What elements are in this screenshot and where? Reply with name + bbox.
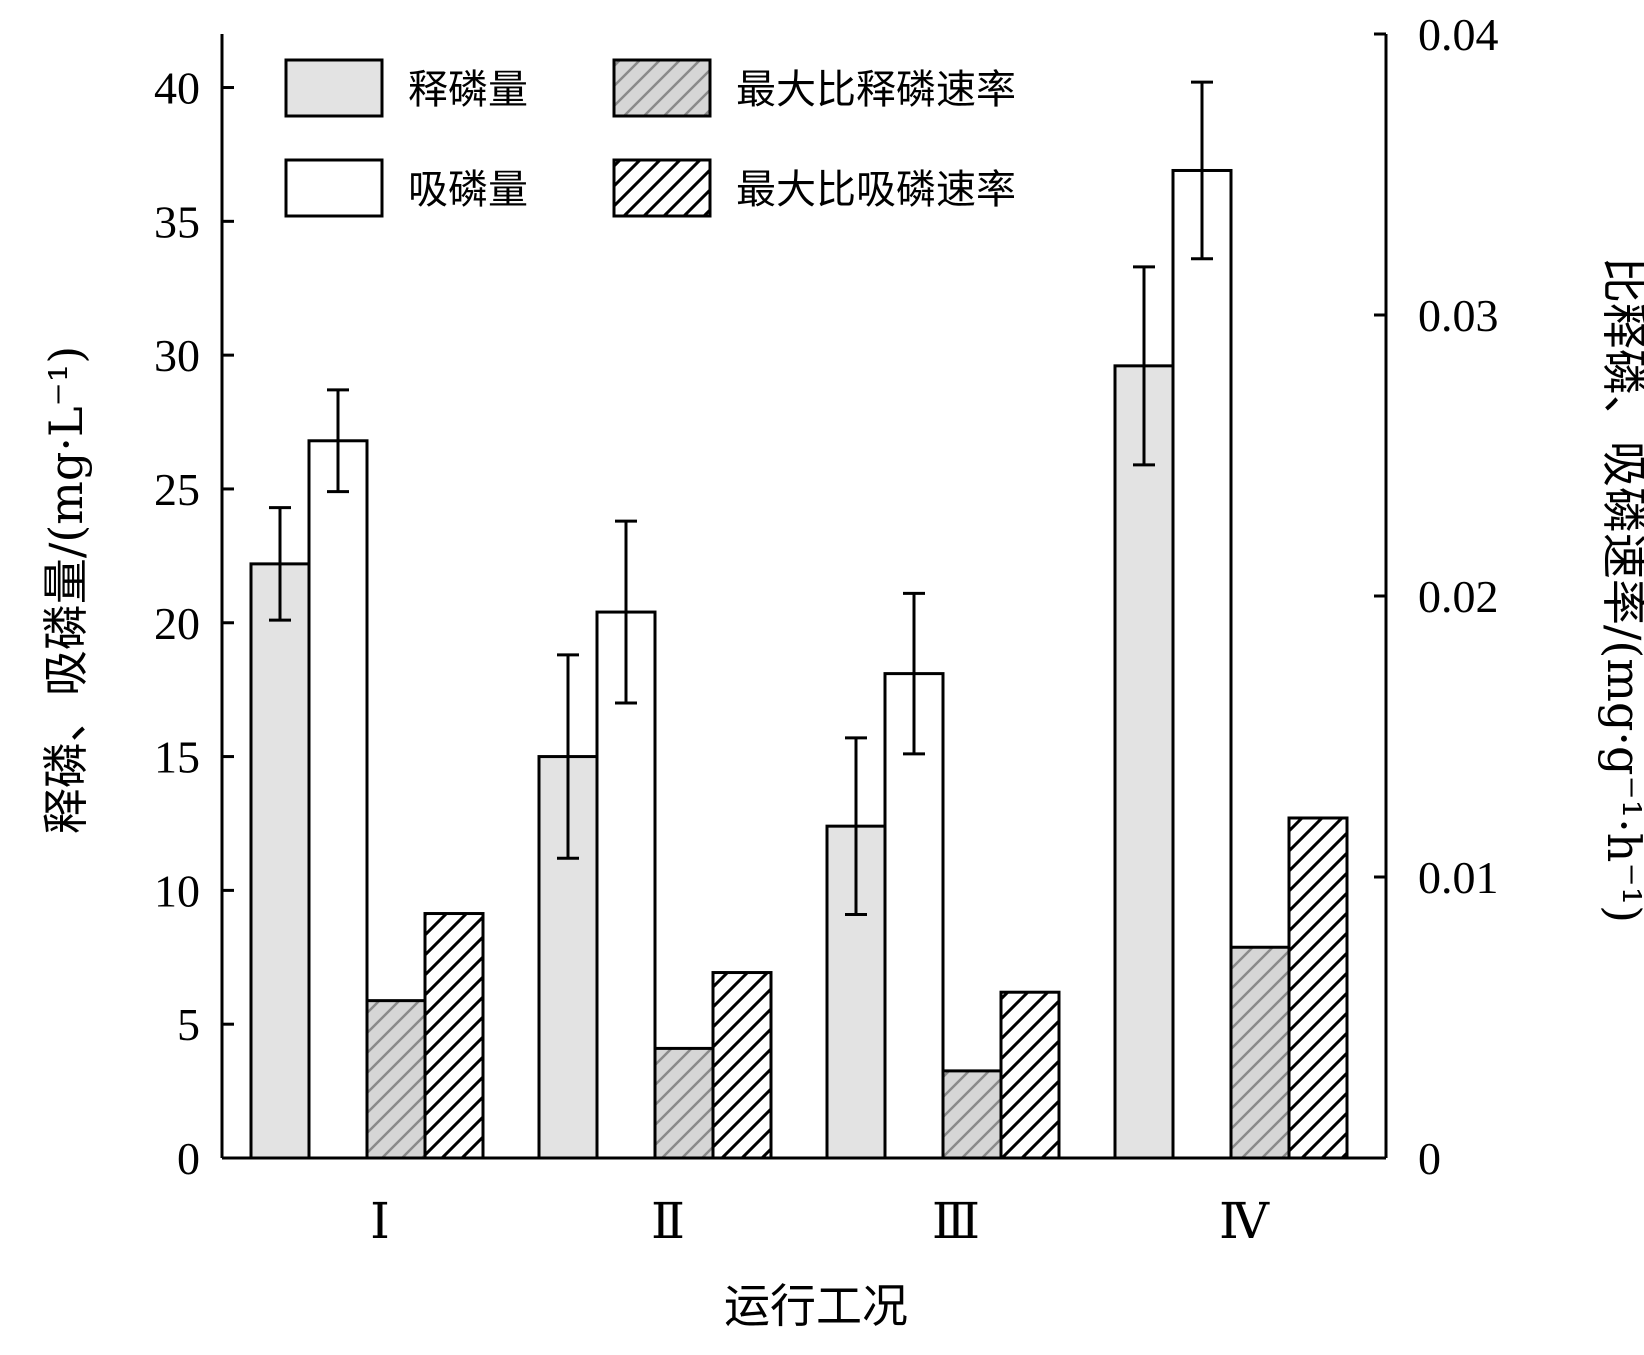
legend-label-2: 吸磷量 (408, 167, 528, 213)
bar-4-2 (711, 971, 773, 1160)
left-tick-label: 15 (154, 732, 200, 783)
legend-swatch-2 (284, 158, 384, 218)
left-tick-label: 5 (177, 999, 200, 1050)
x-tick-label: Ⅰ (370, 1193, 390, 1249)
right-tick-label: 0.04 (1418, 9, 1499, 60)
bar-4-1 (423, 912, 485, 1160)
bar-3-1 (365, 999, 427, 1160)
legend-label-1: 释磷量 (408, 67, 528, 113)
bar-1-4 (1113, 364, 1175, 1160)
left-tick-label: 30 (154, 330, 200, 381)
left-tick-label: 0 (177, 1133, 200, 1184)
axes-layer: 0 5 10 15 20 25 30 35 40 0 0.01 0.02 0.03 0.04 Ⅰ Ⅱ Ⅲ Ⅳ (154, 9, 1499, 1249)
bar-2-1 (307, 439, 369, 1160)
bar-4-3 (999, 990, 1061, 1160)
right-tick-label: 0.03 (1418, 290, 1499, 341)
bar-3-4 (1229, 945, 1291, 1160)
legend-label-3: 最大比释磷速率 (736, 67, 1016, 113)
right-tick-label: 0.02 (1418, 571, 1499, 622)
x-tick-label: Ⅳ (1219, 1193, 1270, 1249)
legend-label-4: 最大比吸磷速率 (736, 167, 1016, 213)
bar-2-4 (1171, 168, 1233, 1160)
left-tick-label: 20 (154, 598, 200, 649)
right-tick-label: 0 (1418, 1133, 1441, 1184)
right-tick-label: 0.01 (1418, 852, 1499, 903)
right-y-axis-title: 比释磷、吸磷速率/(mg·g⁻¹·h⁻¹) (1597, 257, 1644, 923)
errorbars-layer (269, 80, 1213, 916)
bar-3-2 (653, 1046, 715, 1160)
legend-swatch-1 (284, 58, 384, 118)
x-axis-title: 运行工况 (724, 1279, 908, 1333)
bar-4-4 (1287, 816, 1349, 1160)
left-y-axis-title: 释磷、吸磷量/(mg·L⁻¹) (39, 346, 93, 834)
left-tick-label: 25 (154, 464, 200, 515)
bar-3-3 (941, 1069, 1003, 1160)
legend-swatch-3 (612, 58, 712, 118)
legend-swatch-4 (612, 158, 712, 218)
left-tick-label: 10 (154, 865, 200, 916)
x-tick-label: Ⅱ (651, 1193, 685, 1249)
bar-1-1 (249, 562, 311, 1160)
bars-layer (249, 168, 1349, 1160)
x-tick-label: Ⅲ (932, 1193, 980, 1249)
left-tick-label: 35 (154, 196, 200, 247)
left-tick-label: 40 (154, 63, 200, 114)
bar-2-3 (883, 672, 945, 1160)
